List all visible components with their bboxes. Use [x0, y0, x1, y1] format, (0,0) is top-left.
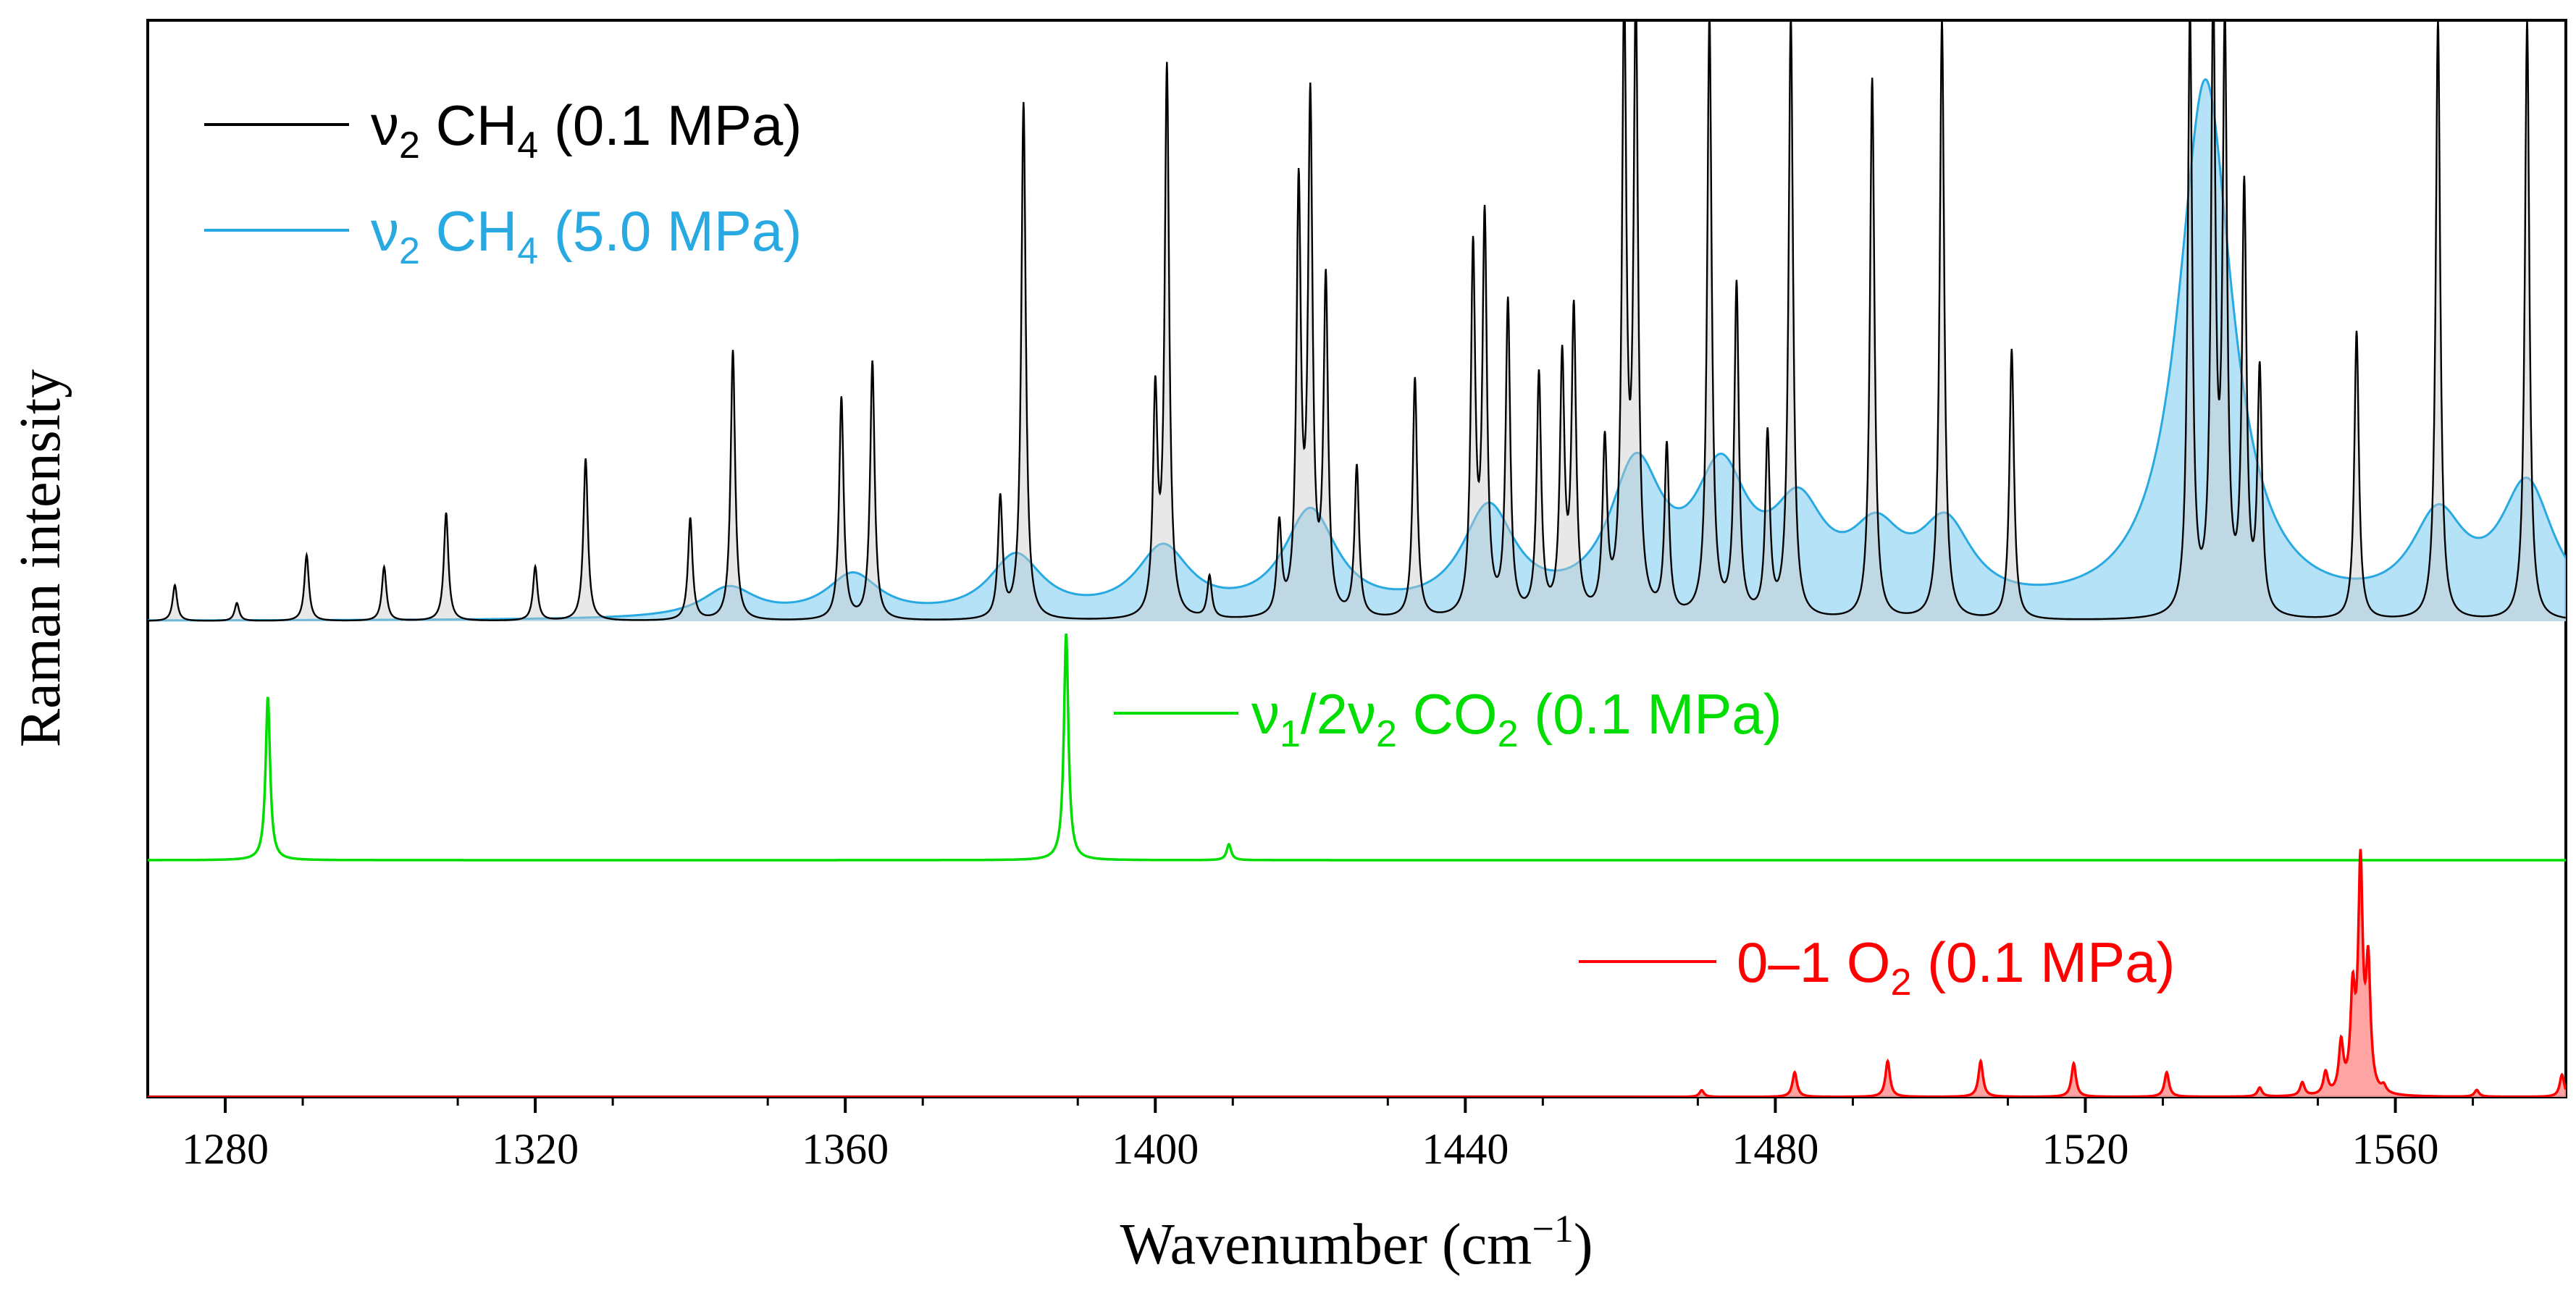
- x-tick-label: 1360: [802, 1125, 889, 1173]
- legend-label: ν2 CH4 (5.0 MPa): [371, 199, 802, 272]
- legend-entry-co2: ν1/2ν2 CO2 (0.1 MPa): [1114, 682, 1782, 755]
- legend-label: 0–1 O2 (0.1 MPa): [1737, 930, 2176, 1004]
- x-tick-label: 1520: [2042, 1125, 2128, 1173]
- x-axis-title: Wavenumber (cm−1): [1120, 1207, 1593, 1277]
- series-layer: [148, 20, 2566, 1097]
- legend-label: ν1/2ν2 CO2 (0.1 MPa): [1251, 682, 1782, 755]
- legend-entry-o2: 0–1 O2 (0.1 MPa): [1579, 930, 2176, 1004]
- legend-entry-ch4-0.1mpa: ν2 CH4 (0.1 MPa): [204, 93, 802, 167]
- series-line: [148, 20, 2566, 622]
- x-axis: 1280 1320 1360 1400 1440 1480 1520 1560: [182, 1097, 2475, 1173]
- series-line: [148, 633, 2566, 862]
- x-tick-label: 1480: [1732, 1125, 1818, 1173]
- legend-entry-ch4-5.0mpa: ν2 CH4 (5.0 MPa): [204, 199, 802, 272]
- series-3: [148, 849, 2566, 1097]
- x-tick-label: 1400: [1112, 1125, 1199, 1173]
- x-tick-label: 1280: [182, 1125, 269, 1173]
- series-0: [148, 20, 2566, 622]
- series-line: [148, 849, 2566, 1097]
- series-2: [148, 633, 2566, 862]
- x-tick-label: 1560: [2352, 1125, 2439, 1173]
- legend-label: ν2 CH4 (0.1 MPa): [371, 93, 802, 167]
- series-fill: [148, 20, 2566, 621]
- y-axis-title: Raman intensity: [9, 369, 72, 747]
- x-tick-label: 1440: [1422, 1125, 1509, 1173]
- x-tick-label: 1320: [492, 1125, 579, 1173]
